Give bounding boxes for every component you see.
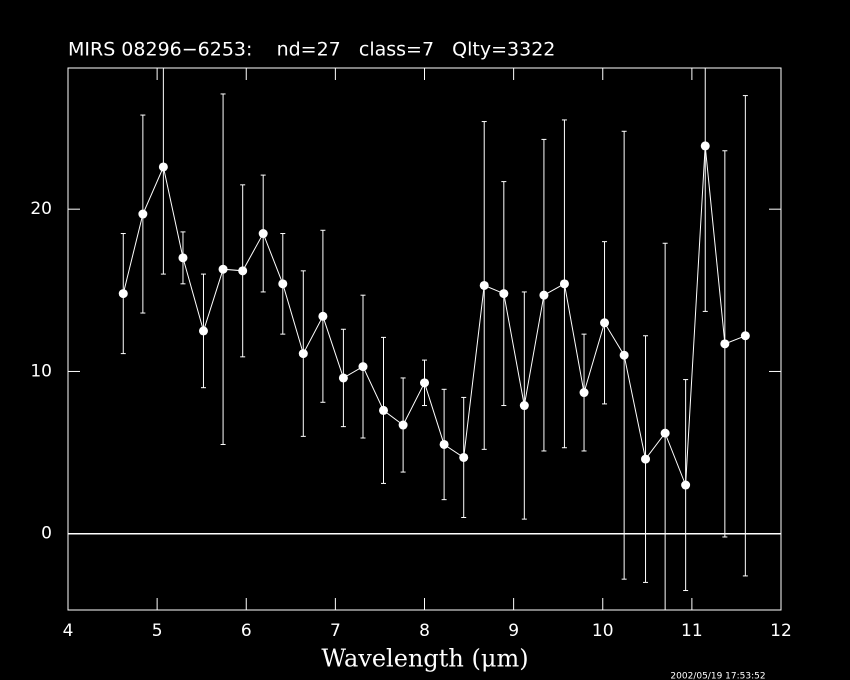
x-tick-label: 7 [330, 621, 341, 641]
data-point [138, 209, 148, 219]
data-point [238, 266, 248, 276]
x-tick-label: 8 [419, 621, 430, 641]
data-line [122, 145, 746, 486]
x-axis-label: Wavelength (μm) [321, 645, 528, 673]
timestamp: 2002/05/19 17:53:52 [670, 672, 765, 680]
data-point [338, 373, 348, 383]
data-point [258, 229, 268, 239]
data-point [579, 388, 589, 398]
plot-area [118, 68, 750, 610]
data-point [641, 454, 651, 464]
data-point [178, 253, 188, 263]
data-point [600, 318, 610, 328]
data-point [700, 141, 710, 151]
data-point [278, 279, 288, 289]
y-tick-label: 10 [30, 361, 52, 381]
x-tick-label: 5 [152, 621, 163, 641]
data-point [539, 290, 549, 300]
data-point [660, 428, 670, 438]
data-point [118, 289, 128, 299]
x-tick-label: 9 [508, 621, 519, 641]
data-point [499, 289, 509, 299]
y-tick-label: 20 [30, 199, 52, 219]
y-tick-label: 0 [41, 524, 52, 544]
data-point [379, 405, 389, 415]
x-tick-label: 6 [241, 621, 252, 641]
chart-title: MIRS 08296−6253: nd=27 class=7 Qlty=3322 [68, 39, 555, 61]
data-point [398, 420, 408, 430]
data-point [479, 280, 489, 290]
data-point [439, 439, 449, 449]
x-tick-label: 12 [770, 621, 792, 641]
data-point [318, 311, 328, 321]
data-point [158, 162, 168, 172]
data-point [559, 279, 569, 289]
data-point [198, 326, 208, 336]
data-point [358, 362, 368, 372]
plot-frame [67, 67, 782, 611]
data-point [681, 480, 691, 490]
x-tick-label: 4 [63, 621, 74, 641]
data-point [519, 401, 529, 411]
x-tick-label: 11 [681, 621, 703, 641]
x-tick-label: 10 [592, 621, 614, 641]
data-point [740, 331, 750, 341]
data-point [720, 339, 730, 349]
data-point [218, 264, 228, 274]
data-point [298, 349, 308, 359]
data-point [619, 350, 629, 360]
data-point [459, 452, 469, 462]
data-point [420, 378, 429, 388]
